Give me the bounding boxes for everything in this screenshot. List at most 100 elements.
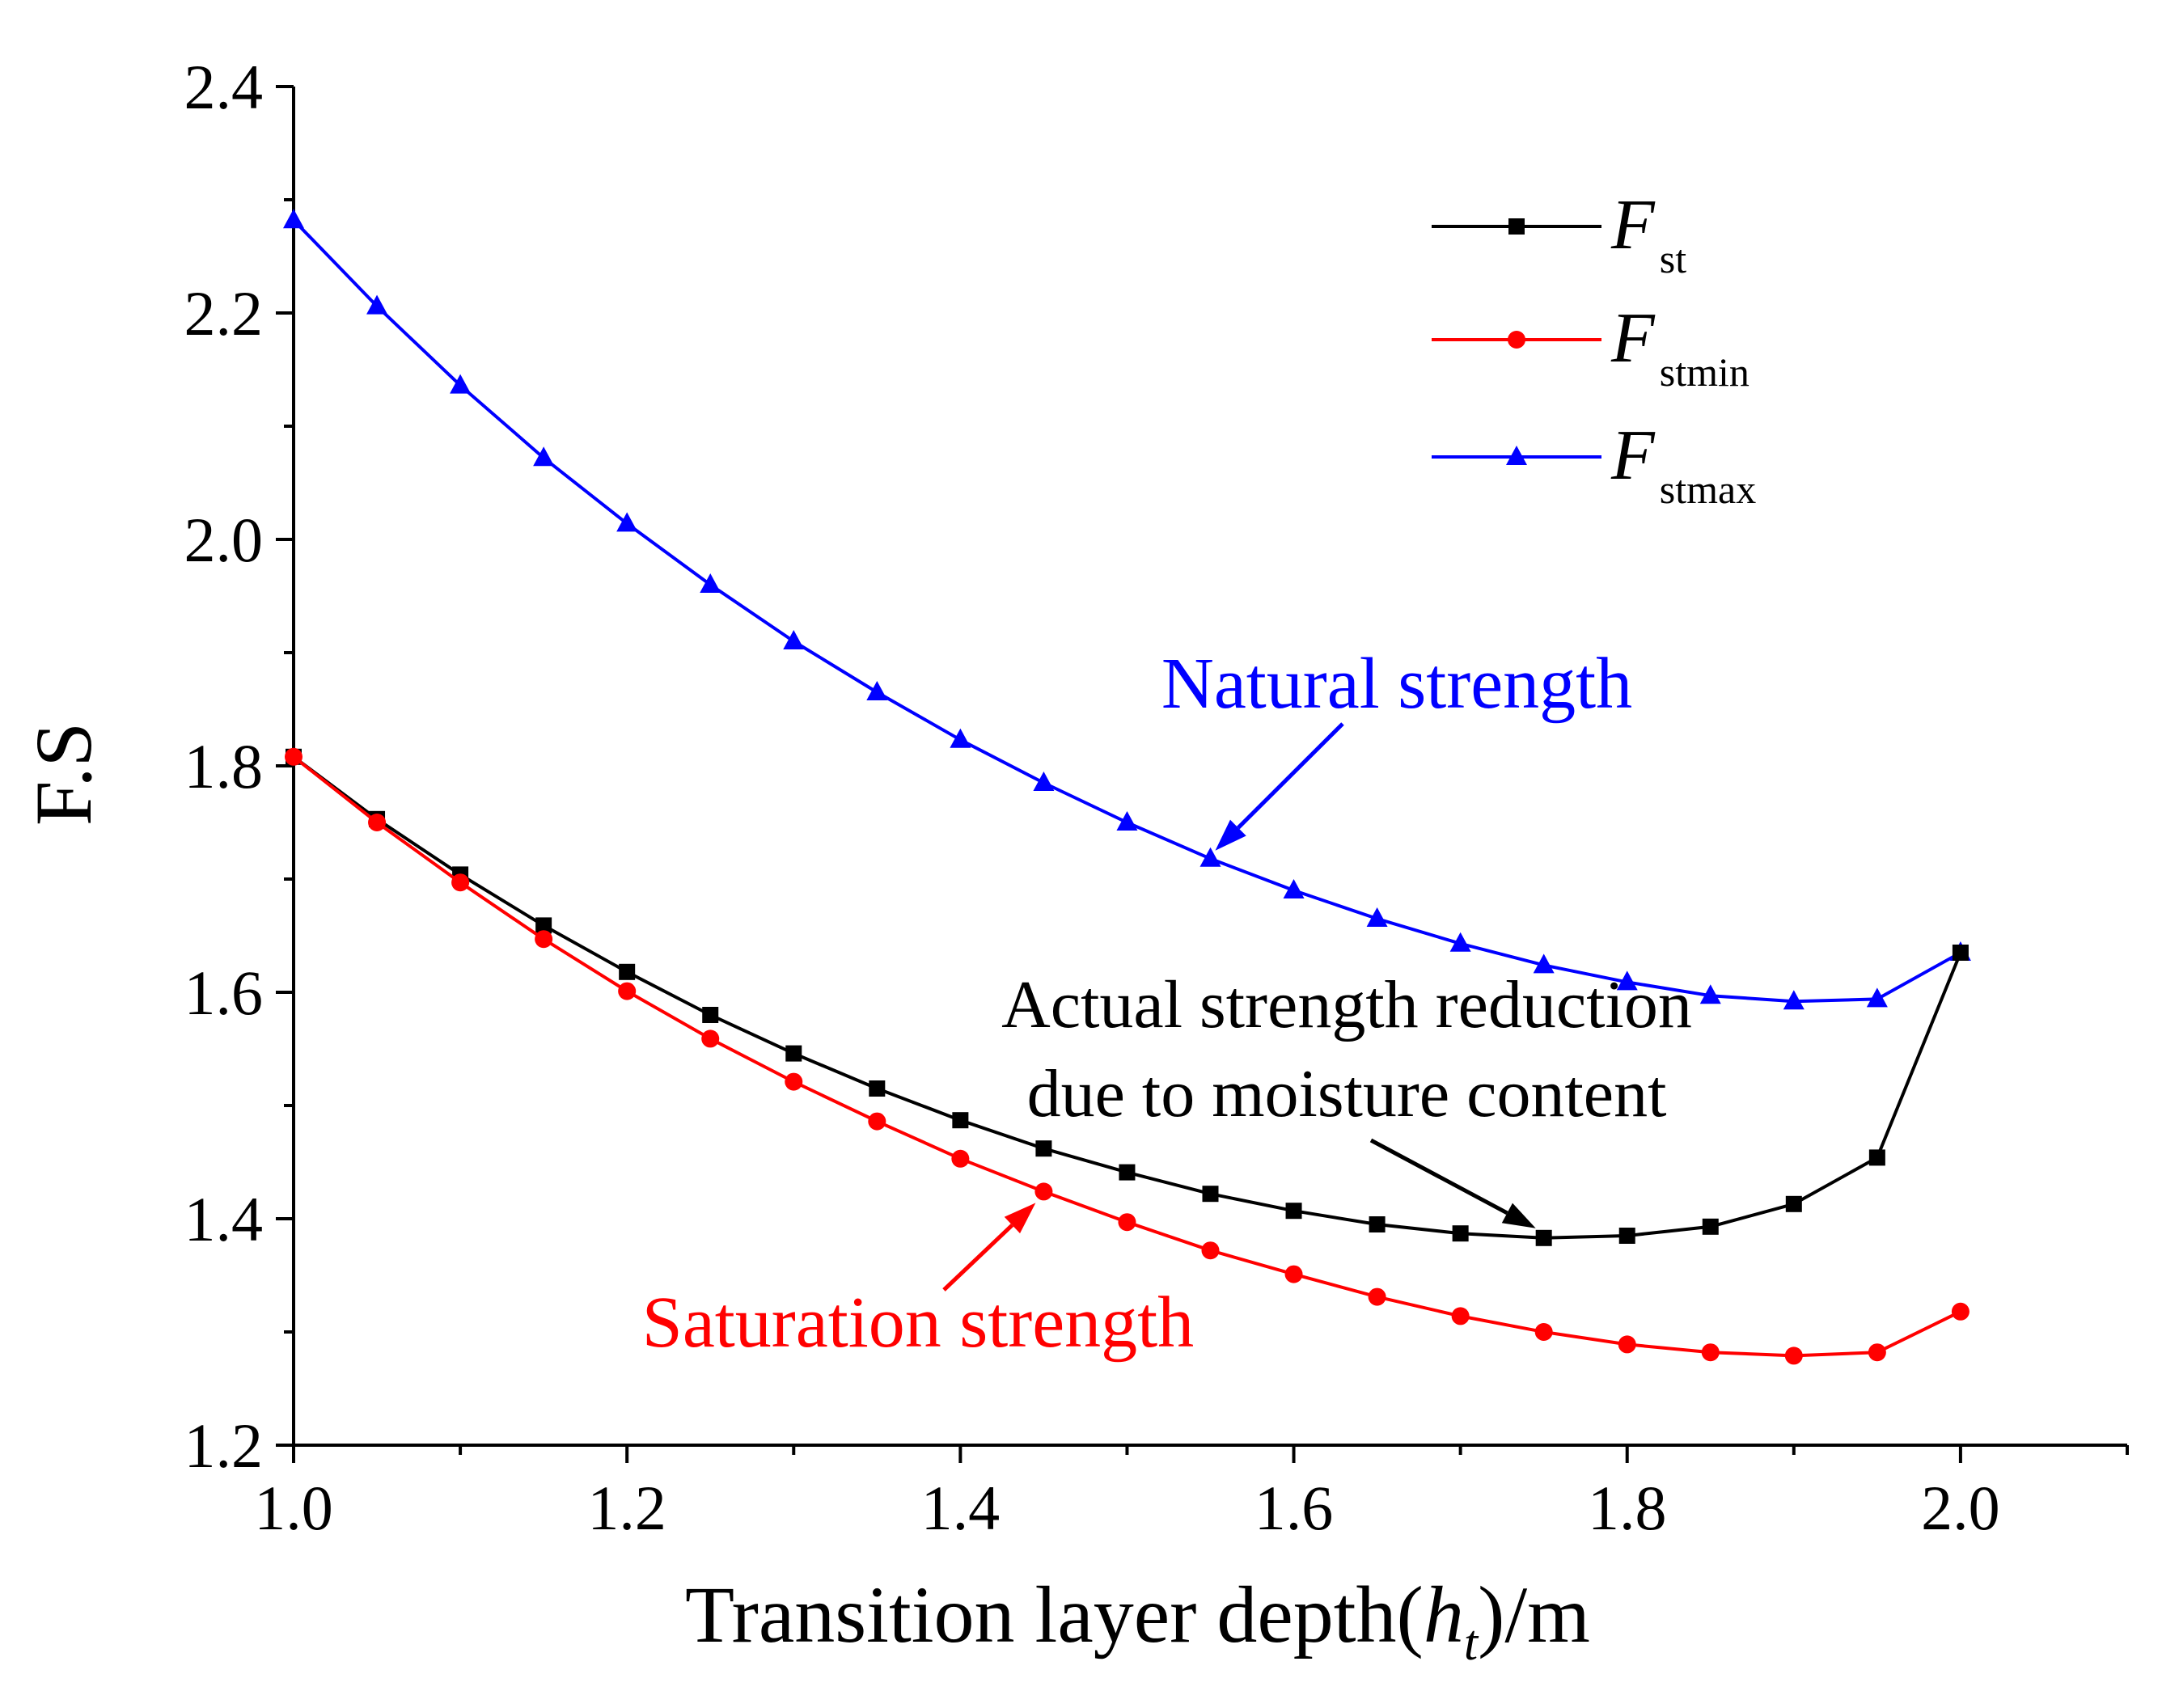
y-tick-label: 1.6 (184, 958, 264, 1028)
data-point-F_st (869, 1080, 886, 1097)
data-point-F_stmin (785, 1072, 803, 1091)
data-point-F_st (535, 917, 552, 934)
data-point-F_st (1285, 1203, 1302, 1220)
data-point-F_stmin (1868, 1343, 1886, 1362)
data-point-F_stmin (951, 1149, 970, 1168)
data-point-F_stmin (868, 1112, 886, 1131)
data-point-F_st (1868, 1149, 1885, 1166)
annotation-saturation-strength: Saturation strength (642, 1283, 1194, 1363)
data-point-F_stmin (451, 873, 470, 892)
data-point-F_stmax (700, 573, 721, 593)
data-point-F_stmin (1368, 1287, 1386, 1306)
data-point-F_stmin (701, 1029, 720, 1048)
annotation-arrow-actual (1369, 1138, 1536, 1228)
legend-label-sub: stmax (1660, 467, 1756, 512)
legend-marker (1508, 218, 1525, 235)
x-tick-label: 1.6 (1254, 1473, 1334, 1543)
annotations: Natural strength Actual strength reductio… (642, 644, 1692, 1363)
data-point-F_st (785, 1045, 802, 1062)
x-tick-label: 2.0 (1921, 1473, 2000, 1543)
x-tick-label: 1.2 (587, 1473, 666, 1543)
series-F_stmin (285, 747, 1969, 1365)
data-point-F_stmin (535, 930, 553, 949)
data-point-F_st (1952, 945, 1969, 961)
annotation-actual-line1: Actual strength reduction (1001, 967, 1692, 1042)
data-point-F_stmax (1199, 847, 1221, 867)
annotation-arrow-shaft (1369, 1138, 1508, 1215)
data-point-F_stmax (1699, 984, 1721, 1004)
annotation-arrow-head (1501, 1203, 1536, 1228)
y-tick-label: 1.8 (184, 731, 264, 801)
data-point-F_st (1369, 1216, 1386, 1232)
data-point-F_stmax (1616, 970, 1638, 991)
annotation-arrow-shaft (942, 1224, 1014, 1292)
data-point-F_stmin (285, 747, 303, 766)
data-point-F_stmax (283, 209, 304, 229)
x-axis-title: Transition layer depth(ht)/m (685, 1570, 1590, 1671)
x-tick-label: 1.4 (921, 1473, 1001, 1543)
data-point-F_stmin (1534, 1323, 1553, 1341)
data-point-F_stmax (1366, 907, 1388, 927)
y-tick-label: 1.2 (184, 1410, 264, 1481)
legend-label-main: F (1610, 416, 1656, 495)
data-point-F_stmin (1284, 1265, 1303, 1283)
y-tick-label: 2.0 (184, 505, 264, 575)
data-point-F_stmax (616, 512, 638, 532)
x-axis-title-sub: t (1464, 1616, 1479, 1671)
data-point-F_stmax (1116, 811, 1138, 831)
axes: 1.21.41.61.82.02.22.41.0 1.2 1.4 1.6 1.8 2.0T… (19, 52, 2129, 1671)
annotation-arrow-saturation (942, 1203, 1036, 1292)
annotation-actual-line2: due to moisture content (1027, 1056, 1667, 1131)
annotation-arrow-head (1215, 819, 1246, 851)
data-point-F_stmax (1449, 932, 1471, 952)
series-line-F_stmax (292, 218, 1961, 1004)
data-point-F_stmax (1283, 879, 1305, 898)
data-point-F_st (952, 1112, 969, 1129)
x-axis-title-main: Transition layer depth( (685, 1570, 1424, 1659)
data-point-F_stmin (1701, 1343, 1720, 1362)
legend-label-main: F (1610, 299, 1656, 378)
data-point-F_st (1702, 1218, 1719, 1235)
data-point-F_st (702, 1007, 719, 1023)
data-point-F_stmax (950, 728, 971, 748)
data-point-F_st (1119, 1164, 1136, 1181)
data-point-F_stmin (368, 814, 387, 831)
series-layer (283, 209, 1971, 1365)
data-point-F_stmin (1118, 1213, 1136, 1232)
series-F_stmax (283, 209, 1971, 1010)
data-point-F_stmin (1451, 1307, 1470, 1325)
legend-label-sub: st (1660, 236, 1686, 281)
data-point-F_stmin (1618, 1335, 1636, 1354)
data-point-F_stmin (1034, 1182, 1053, 1201)
data-point-F_stmax (1033, 772, 1055, 791)
data-point-F_st (1202, 1186, 1219, 1203)
data-point-F_st (1785, 1195, 1802, 1212)
data-point-F_st (1618, 1228, 1635, 1244)
legend-label-main: F (1610, 186, 1656, 264)
data-point-F_st (619, 963, 636, 980)
y-tick-label: 2.4 (184, 52, 264, 122)
legend-marker (1508, 331, 1525, 349)
data-point-F_st (1535, 1229, 1552, 1246)
y-tick-label: 1.4 (184, 1184, 264, 1254)
data-point-F_stmin (618, 982, 637, 1000)
y-axis-title: F.S (19, 722, 108, 826)
annotation-arrow-natural (1215, 722, 1344, 851)
x-axis-title-unit: )/m (1478, 1570, 1590, 1659)
legend-marker (1506, 446, 1527, 465)
x-tick-label: 1.0 (254, 1473, 333, 1543)
data-point-F_st (1035, 1140, 1052, 1157)
y-tick-label: 2.2 (184, 278, 264, 349)
annotation-natural-strength: Natural strength (1161, 644, 1632, 724)
annotation-arrow-shaft (1237, 722, 1344, 830)
data-point-F_stmax (783, 630, 805, 649)
data-point-F_stmax (366, 294, 388, 315)
